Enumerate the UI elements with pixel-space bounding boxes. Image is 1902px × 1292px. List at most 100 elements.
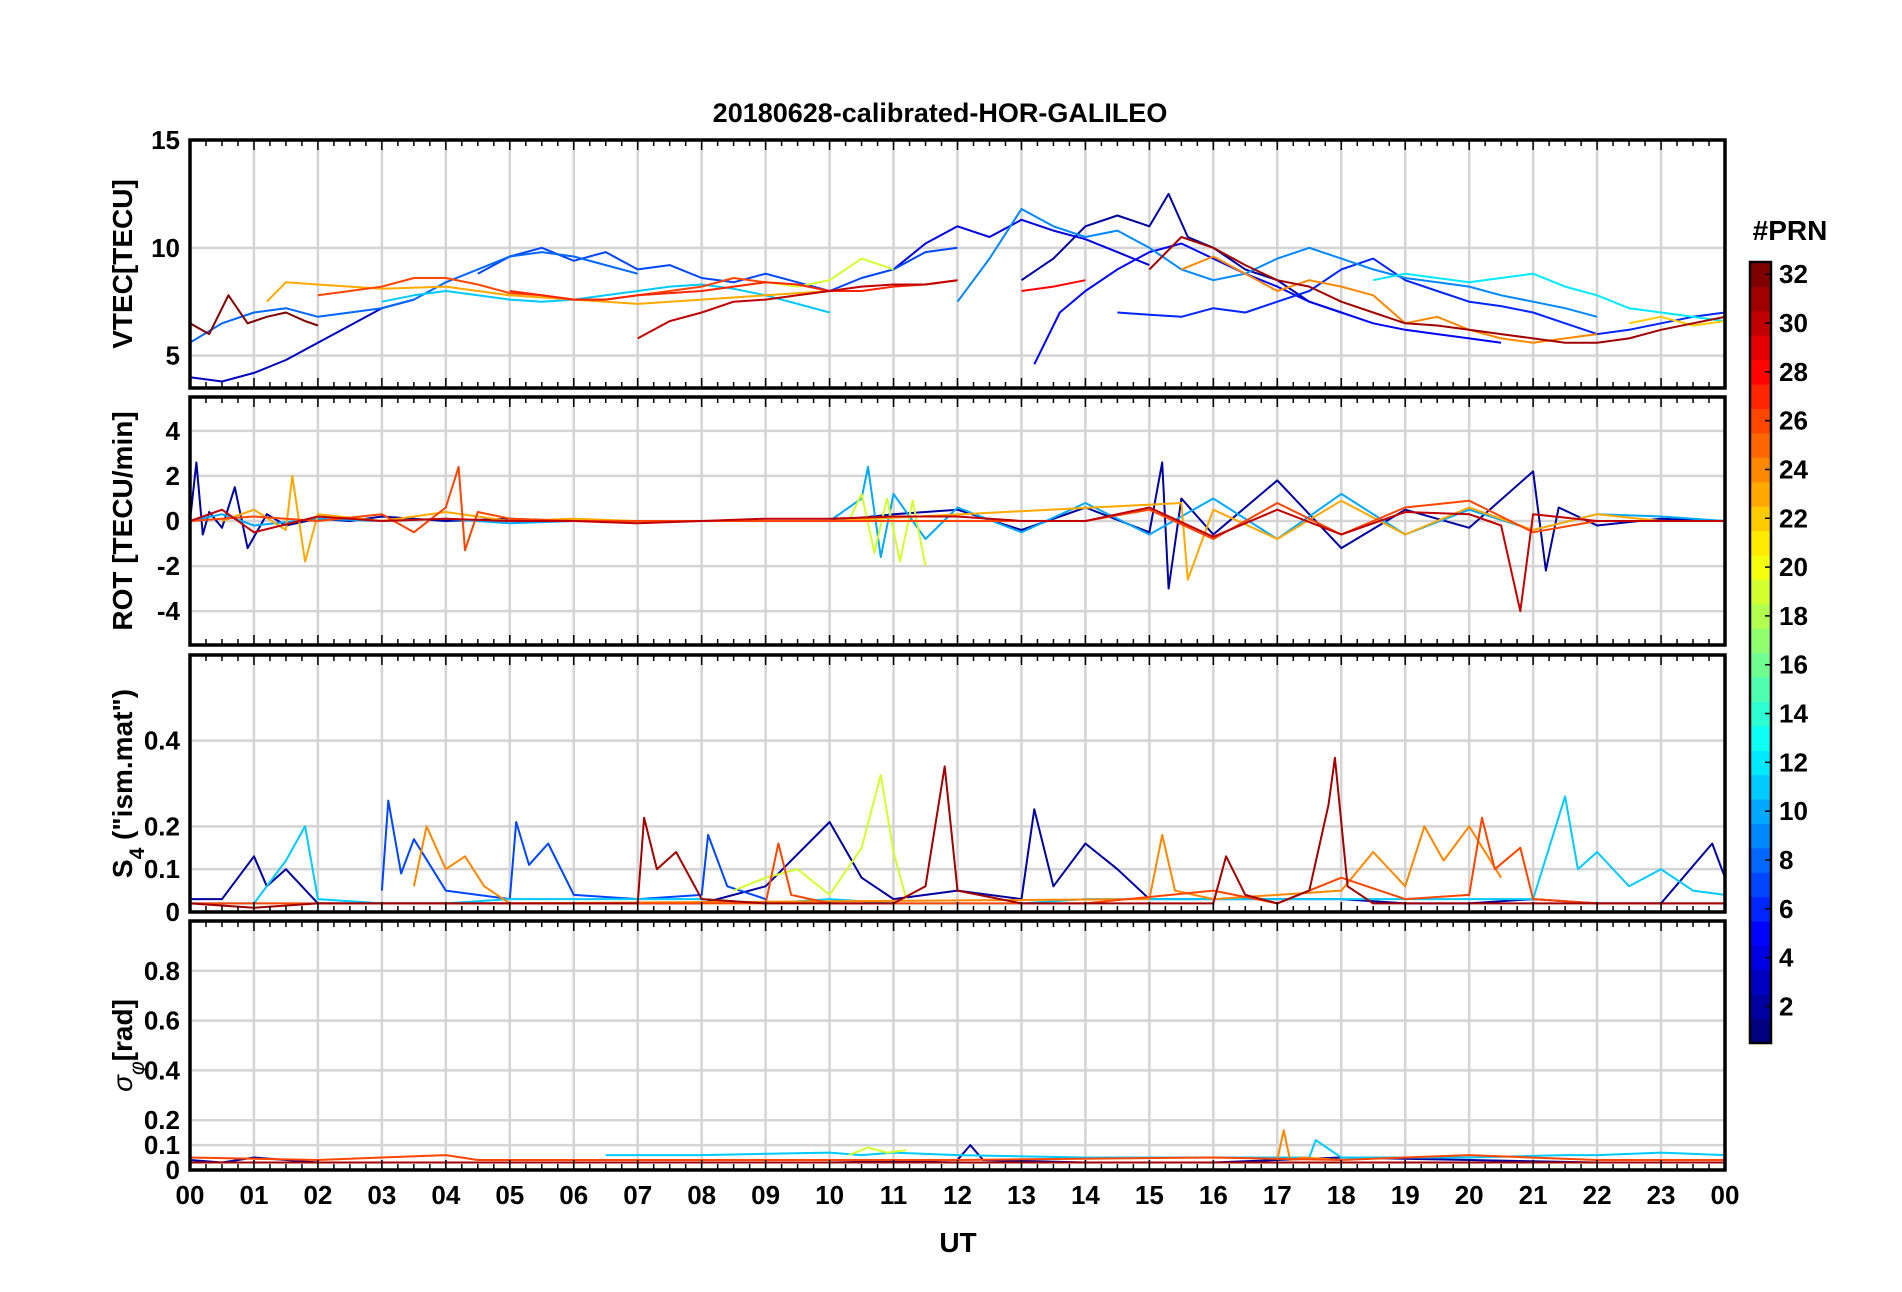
series-rot-prn-30 [190,506,1725,613]
x-tick-label: 05 [495,1180,524,1210]
y-tick-label: 0 [166,897,180,927]
x-tick-label: 06 [559,1180,588,1210]
colorbar-tick-label: 6 [1779,894,1793,924]
x-tick-label: 04 [431,1180,460,1210]
colorbar-segment [1750,945,1771,971]
colorbar-segment [1750,554,1771,580]
colorbar-segment [1750,725,1771,751]
y-tick-label: 2 [166,461,180,491]
x-tick-label: 22 [1583,1180,1612,1210]
x-tick-label: 16 [1199,1180,1228,1210]
chart-title: 20180628-calibrated-HOR-GALILEO [713,98,1168,128]
series-vtec-prn-31 [1148,236,1725,344]
series-group-rot [190,461,1725,613]
series-vtec-prn-4 [892,218,1150,271]
series-vtec-prn-8 [190,251,638,344]
colorbar-segment [1750,969,1771,995]
colorbar-segment [1750,603,1771,629]
x-tick-label: 23 [1647,1180,1676,1210]
x-tick-label: 20 [1455,1180,1484,1210]
y-tick-label: 0.1 [144,1130,180,1160]
y-tick-label: -2 [157,551,180,581]
colorbar-tick-label: 22 [1779,503,1808,533]
axes-frame-vtec [188,138,1727,390]
grid-s4 [188,655,1727,914]
colorbar-segment [1750,579,1771,605]
series-vtec-prn-3 [190,298,415,383]
colorbar-tick-label: 16 [1779,650,1808,680]
x-tick-label: 18 [1327,1180,1356,1210]
series-sigma-prn-11 [605,1139,1725,1159]
x-tick-label: 02 [303,1180,332,1210]
y-axis-label-sigma: σφ[rad] [107,999,149,1092]
x-tick-label: 00 [1711,1180,1740,1210]
colorbar-segment [1750,872,1771,898]
x-tick-label: 11 [880,1180,908,1210]
y-tick-label: 0.2 [144,811,180,841]
colorbar-segment [1750,628,1771,654]
colorbar-segment [1750,823,1771,849]
colorbar-tick-label: 18 [1779,601,1808,631]
y-tick-label: 15 [151,125,180,155]
series-s4-prn-19 [733,773,908,900]
colorbar-segment [1750,750,1771,776]
colorbar-segment [1750,920,1771,946]
colorbar-tick-label: 32 [1779,259,1808,289]
colorbar-tick-label: 30 [1779,308,1808,338]
axes-frame-s4 [188,653,1727,914]
colorbar-tick-label: 4 [1779,943,1794,973]
y-tick-label: 0.4 [144,726,181,756]
y-tick-label: 5 [166,341,180,371]
y-tick-label: 0.1 [144,854,180,884]
colorbar-segment [1750,847,1771,873]
y-tick-label: 0.4 [144,1055,181,1085]
y-tick-label: 0.2 [144,1105,180,1135]
series-vtec-prn-12 [1373,272,1725,323]
x-tick-label: 08 [687,1180,716,1210]
colorbar-segment [1750,262,1771,288]
colorbar-tick-label: 8 [1779,845,1793,875]
series-s4-prn-7 [380,799,766,901]
x-tick-label: 21 [1519,1180,1548,1210]
colorbar-segment [1750,676,1771,702]
x-tick-label: 17 [1263,1180,1292,1210]
colorbar-segment [1750,408,1771,434]
colorbar-frame [1748,260,1773,1045]
x-tick-label: 14 [1071,1180,1100,1210]
series-vtec-prn-11 [381,283,830,314]
axes-frame-sigma [188,919,1727,1172]
x-tick-label: 10 [815,1180,844,1210]
y-tick-label: 0 [166,1155,180,1185]
colorbar-segment [1750,335,1771,361]
colorbar-segment [1750,530,1771,556]
series-vtec-prn-5 [1033,242,1502,365]
x-tick-label: 12 [943,1180,972,1210]
series-vtec-prn-9 [956,208,1598,318]
colorbar-segment [1750,286,1771,312]
series-vtec-prn-27 [509,279,958,301]
panel-vtec: 5 10 15 VTEC[TECU] [107,125,1727,390]
x-tick-label: 00 [176,1180,205,1210]
y-tick-label: 0 [166,506,180,536]
series-sigma-prn-19 [848,1146,907,1157]
y-axis-label-vtec: VTEC[TECU] [107,179,138,349]
y-tick-label: 0.6 [144,1006,180,1036]
y-tick-label: -4 [157,596,181,626]
series-vtec-prn-2 [1020,192,1342,314]
x-axis-label: UT [939,1227,976,1258]
series-s4-prn-24 [412,825,1502,905]
series-group-vtec [190,192,1725,383]
x-tick-label: 19 [1391,1180,1420,1210]
series-vtec-prn-32 [190,294,319,336]
y-tick-label: 0.8 [144,956,180,986]
colorbar-segment [1750,359,1771,385]
x-tick-label: 03 [367,1180,396,1210]
colorbar-segment [1750,994,1771,1020]
colorbar-tick-label: 14 [1779,699,1808,729]
y-tick-label: 10 [151,233,180,263]
x-tick-label: 09 [751,1180,780,1210]
series-rot-prn-19 [847,492,927,567]
x-tick-label: 07 [623,1180,652,1210]
